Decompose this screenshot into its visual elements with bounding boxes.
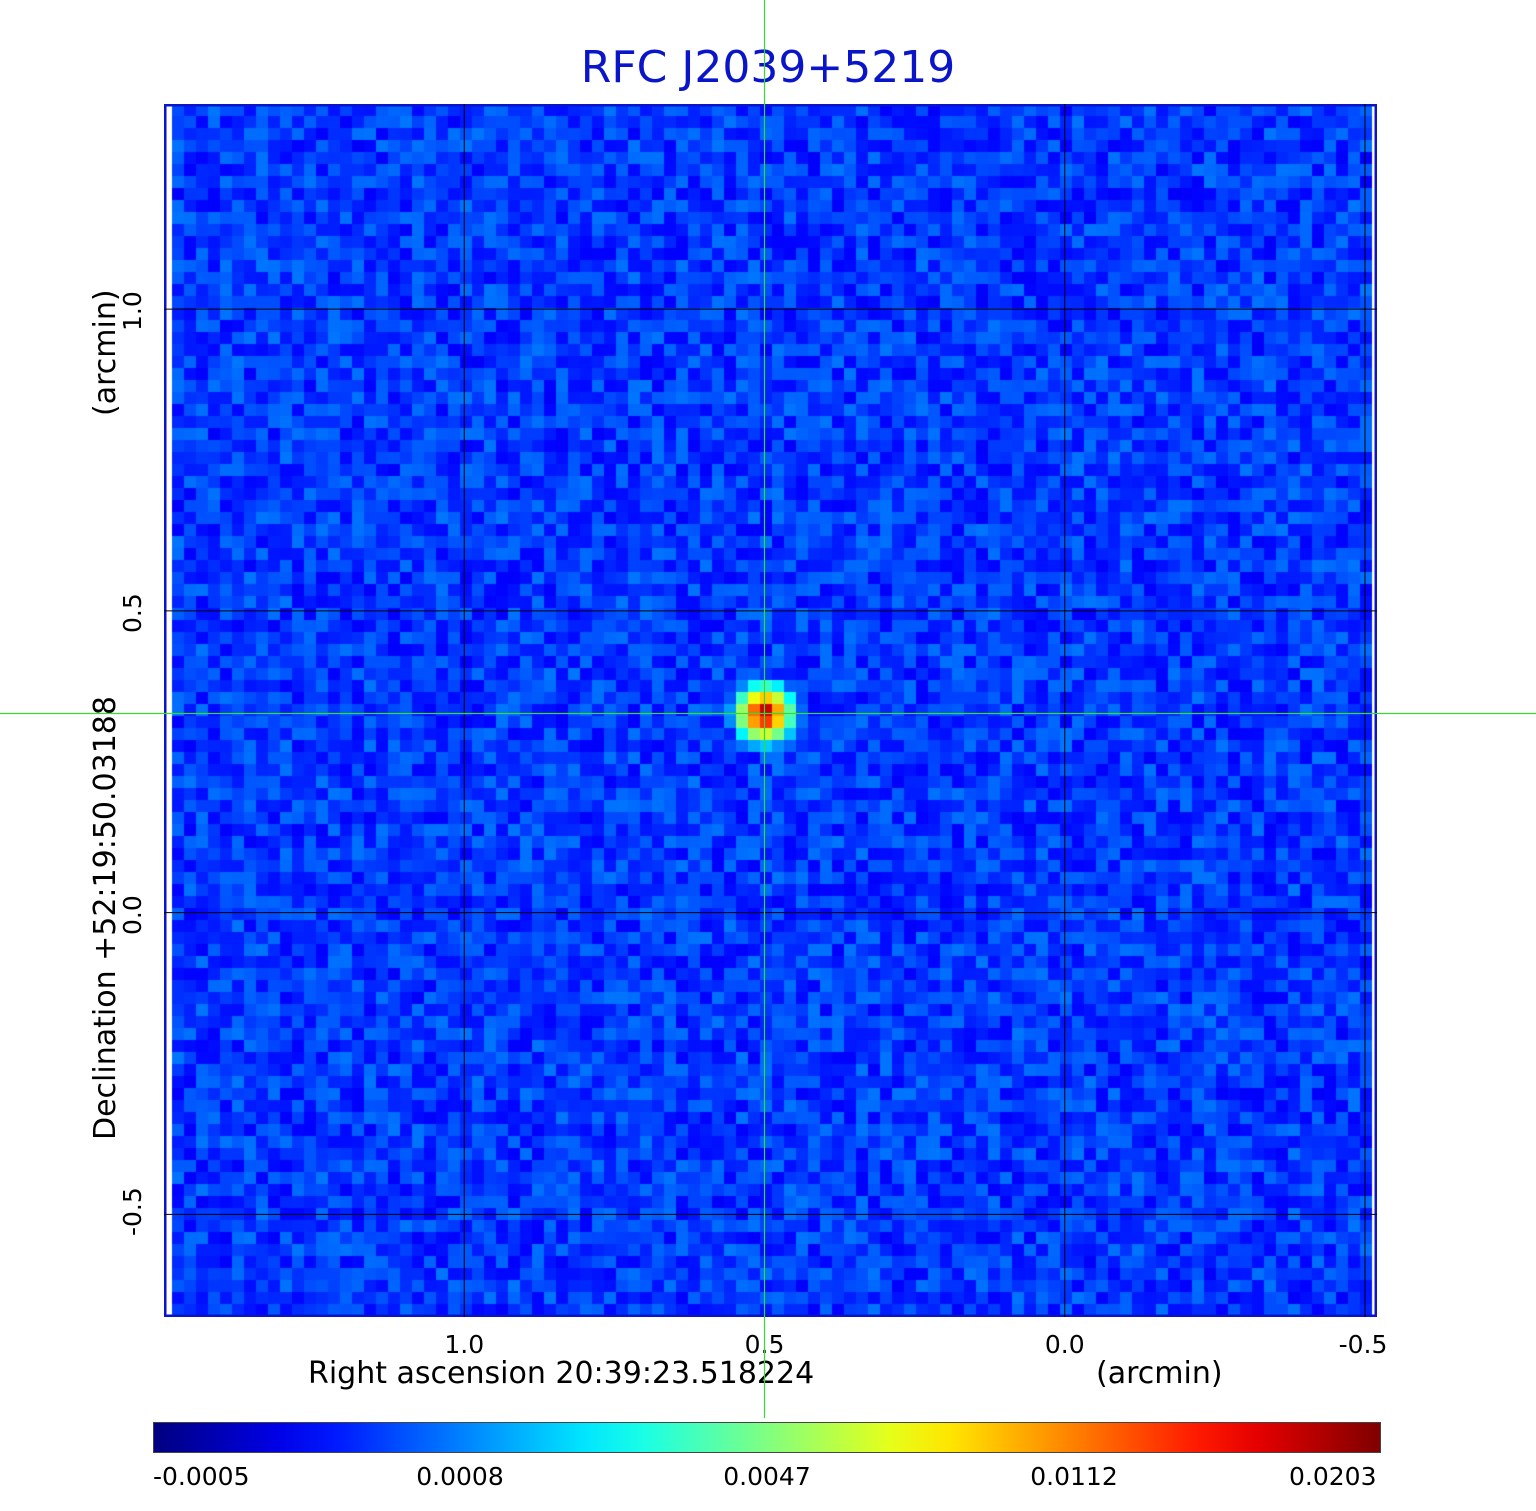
colorbar-label: 0.0047 — [723, 1462, 811, 1491]
x-axis-unit: (arcmin) — [1096, 1356, 1223, 1391]
y-axis-title: Declination +52:19:50.03188 — [88, 696, 123, 1140]
x-tick-label: 1.0 — [444, 1330, 485, 1359]
plot-frame — [164, 104, 1377, 1317]
colorbar-label: -0.0005 — [153, 1462, 250, 1491]
y-tick-label: 0.5 — [118, 593, 147, 633]
y-axis-unit: (arcmin) — [88, 289, 123, 416]
y-tick-label: -0.5 — [118, 1187, 147, 1237]
image-panel[interactable] — [164, 104, 1377, 1317]
colorbar-label: 0.0112 — [1030, 1462, 1118, 1491]
x-axis-title: Right ascension 20:39:23.518224 — [308, 1356, 815, 1391]
x-tick-label: 0.0 — [1044, 1330, 1085, 1359]
colorbar — [153, 1422, 1381, 1453]
x-tick-label: -0.5 — [1338, 1330, 1388, 1359]
plot-title: RFC J2039+5219 — [580, 42, 956, 93]
colorbar-label: 0.0203 — [1289, 1462, 1377, 1491]
grid-overlay — [164, 104, 1377, 1317]
intensity-map[interactable] — [164, 104, 1377, 1317]
x-tick-label: 0.5 — [744, 1330, 785, 1359]
colorbar-label: 0.0008 — [416, 1462, 504, 1491]
